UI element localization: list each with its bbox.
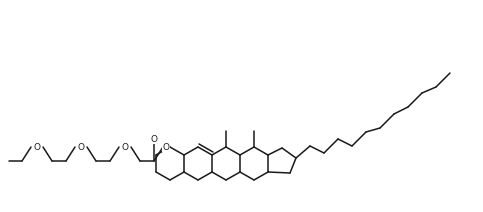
Text: O: O (33, 142, 41, 152)
Text: O: O (162, 142, 170, 152)
Text: O: O (77, 142, 85, 152)
Text: O: O (151, 134, 157, 144)
Text: O: O (122, 142, 128, 152)
